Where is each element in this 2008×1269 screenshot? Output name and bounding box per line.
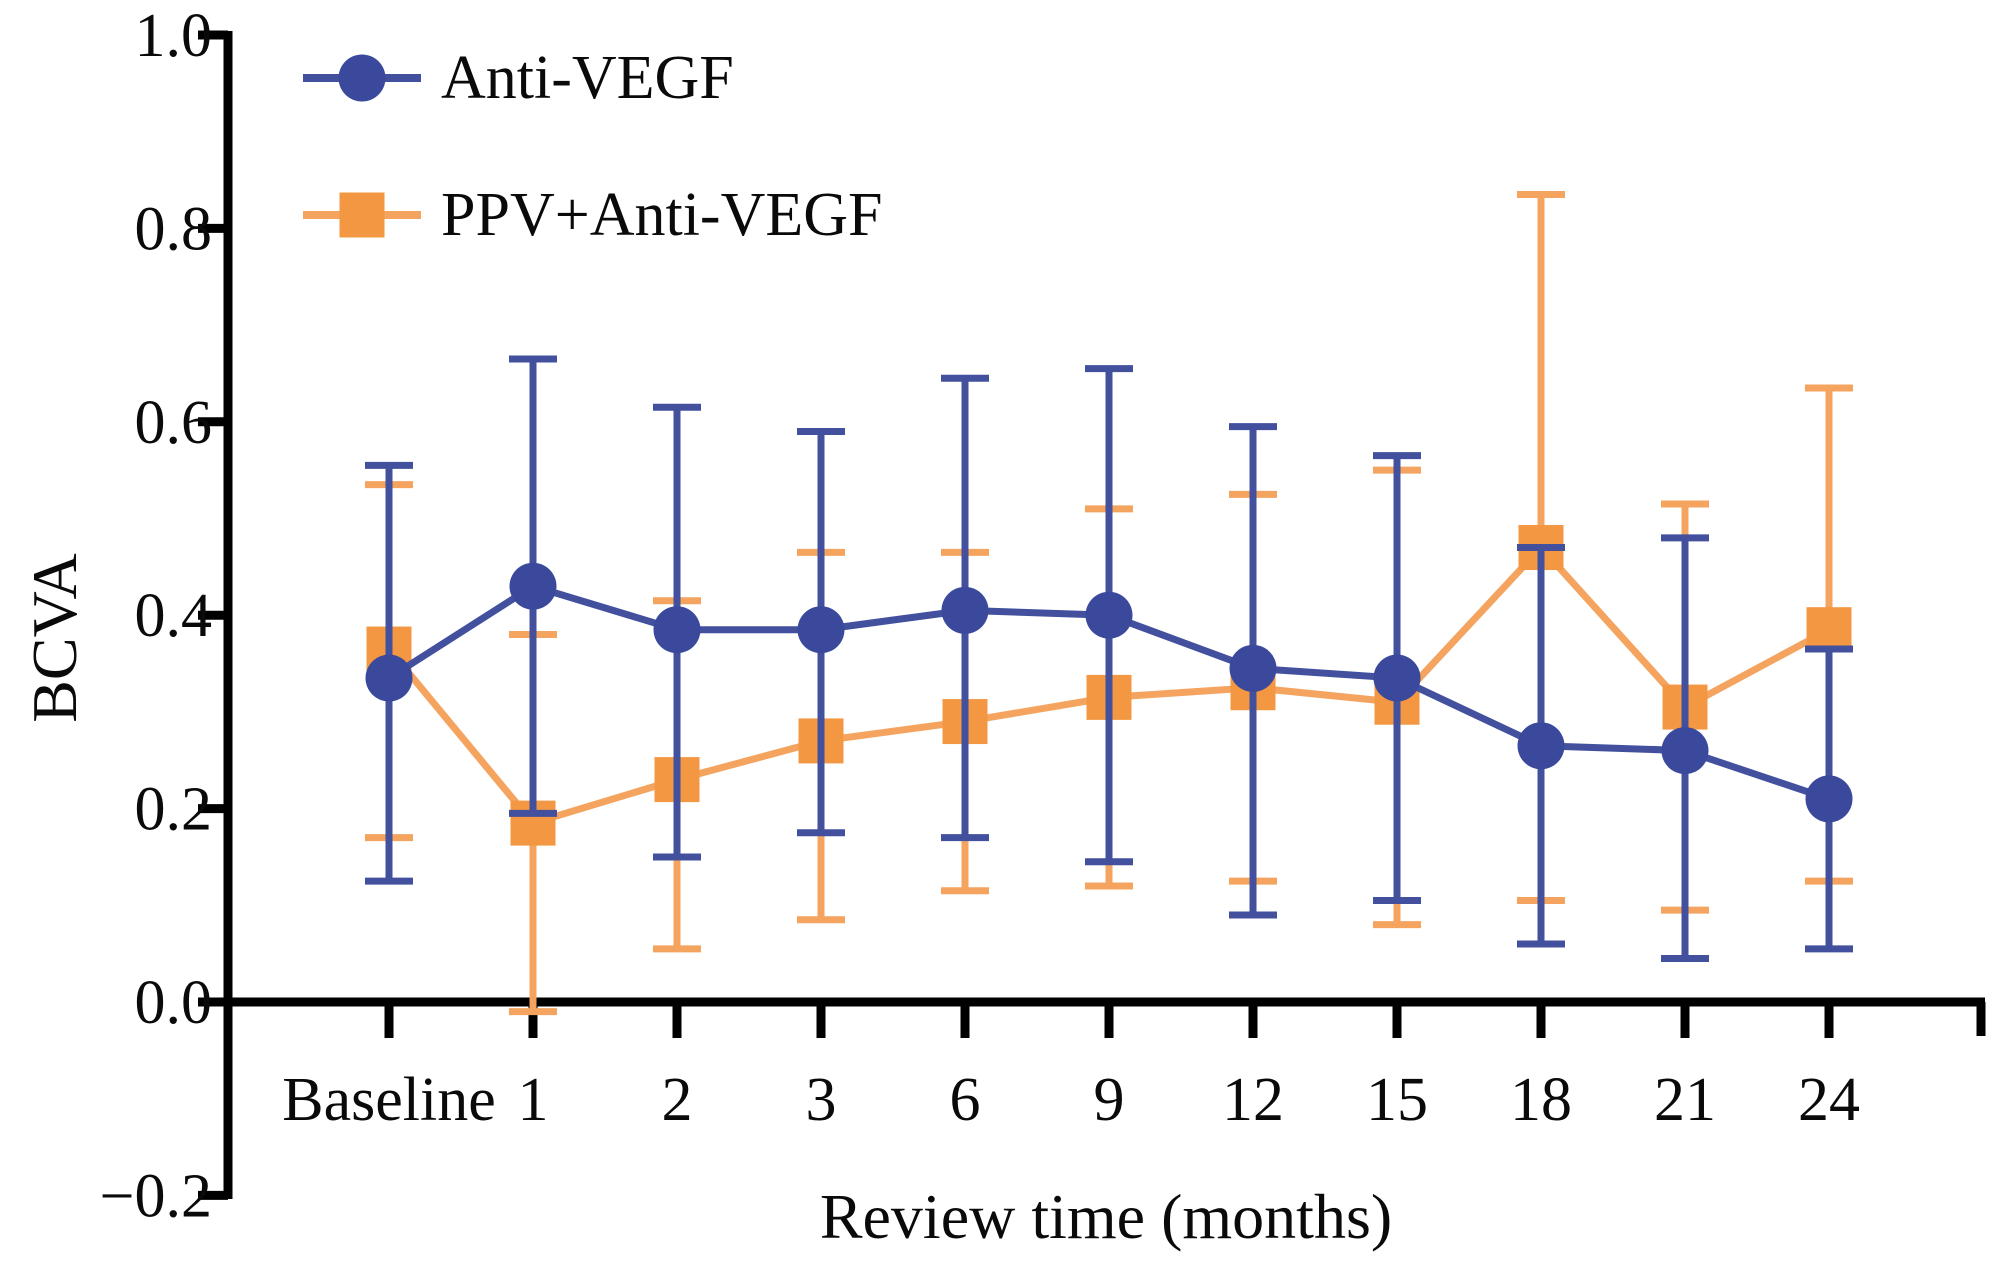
x-tick-label: 1	[518, 1066, 549, 1134]
x-axis-title: Review time (months)	[819, 1181, 1393, 1253]
legend-label-anti-vegf: Anti-VEGF	[441, 44, 734, 112]
legend-circle-marker-icon	[338, 54, 386, 102]
x-tick-label: Baseline	[282, 1066, 496, 1134]
data-point-anti-vegf	[1085, 591, 1133, 639]
data-point-anti-vegf	[941, 586, 989, 634]
x-tick-label: 12	[1222, 1066, 1284, 1134]
x-tick-label: 2	[662, 1066, 693, 1134]
y-tick-label: 0.4	[135, 582, 213, 650]
x-tick-label: 24	[1798, 1066, 1860, 1134]
data-point-anti-vegf	[653, 606, 701, 654]
legend-item-ppv-anti-vegf: PPV+Anti-VEGF	[303, 180, 882, 250]
legend-square-marker-icon	[339, 192, 385, 238]
data-point-anti-vegf	[1229, 644, 1277, 692]
y-tick-label: 0.8	[135, 195, 213, 263]
y-tick-label: 0.6	[135, 389, 213, 457]
data-point-anti-vegf	[1661, 727, 1709, 775]
legend-marker-circle-icon	[303, 54, 421, 102]
legend-item-anti-vegf: Anti-VEGF	[303, 43, 734, 113]
legend-label-ppv-anti-vegf: PPV+Anti-VEGF	[441, 181, 883, 249]
y-axis-title: BCVA	[19, 553, 90, 723]
x-tick-label: 18	[1510, 1066, 1572, 1134]
y-tick-label: 0.0	[135, 969, 213, 1037]
x-tick-label: 9	[1094, 1066, 1125, 1134]
data-point-anti-vegf	[1805, 775, 1853, 823]
legend-marker-square-icon	[303, 192, 421, 238]
data-point-anti-vegf	[509, 562, 557, 610]
x-tick-label: 6	[950, 1066, 981, 1134]
data-point-ppv-anti-vegf	[1806, 607, 1852, 653]
data-point-anti-vegf	[365, 654, 413, 702]
data-point-anti-vegf	[797, 606, 845, 654]
y-tick-label: 1.0	[135, 2, 213, 70]
data-point-anti-vegf	[1373, 654, 1421, 702]
x-tick-label: 3	[806, 1066, 837, 1134]
y-tick-label: −0.2	[100, 1162, 212, 1230]
y-tick-label: 0.2	[135, 776, 213, 844]
data-point-anti-vegf	[1517, 722, 1565, 770]
x-tick-label: 15	[1366, 1066, 1428, 1134]
x-tick-label: 21	[1654, 1066, 1716, 1134]
